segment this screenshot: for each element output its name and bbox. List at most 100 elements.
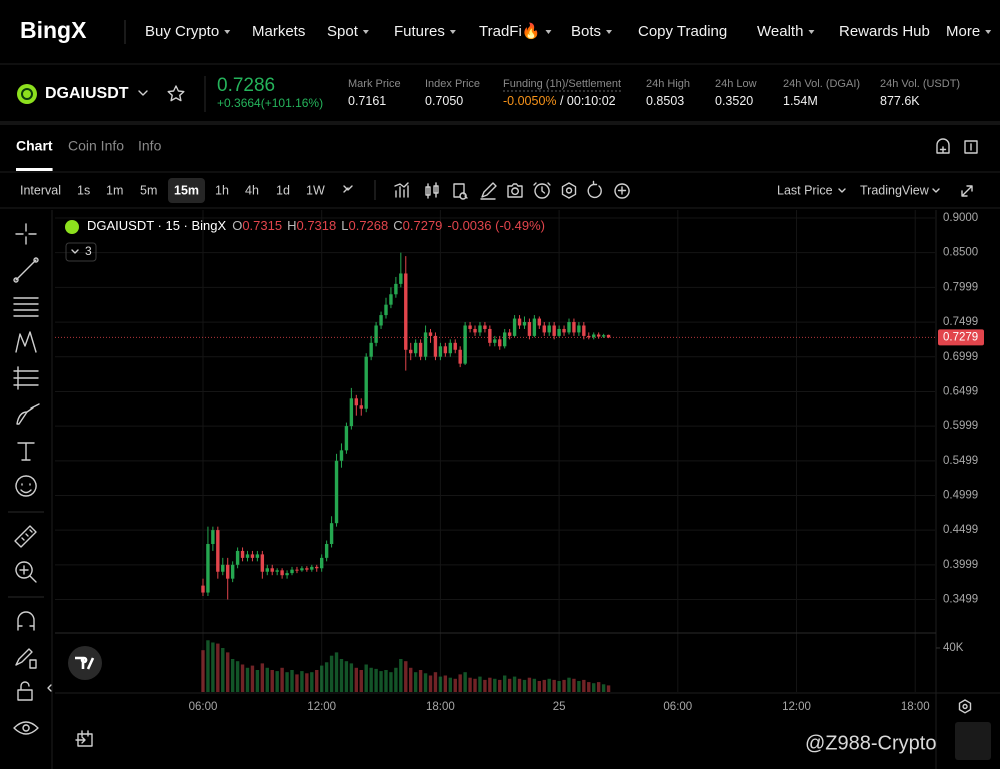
nav-item[interactable]: Buy Crypto — [145, 23, 219, 40]
tool-trendline-end — [13, 277, 19, 283]
nav-item[interactable]: Bots — [571, 23, 601, 40]
symbol[interactable]: DGAIUSDT — [45, 85, 129, 102]
candle-body — [260, 554, 265, 572]
candle-body — [235, 550, 240, 565]
volume-bar — [507, 678, 512, 692]
fullscreen-icon[interactable] — [961, 185, 973, 197]
tab[interactable]: Chart — [16, 138, 53, 154]
volume-bar — [270, 669, 274, 692]
settings-icon[interactable] — [561, 182, 577, 199]
volume-bar — [290, 669, 294, 692]
alarm-icon[interactable] — [533, 182, 551, 199]
tool-visibility[interactable] — [13, 721, 39, 735]
interval[interactable]: 1m — [106, 183, 123, 197]
interval[interactable]: 15m — [174, 183, 199, 197]
volume-bar — [374, 668, 378, 692]
ohlc-value: 0.7279 — [403, 218, 443, 233]
stat-value: 0.7050 — [425, 94, 463, 108]
interval[interactable]: 1d — [276, 183, 290, 197]
volume-bar — [364, 664, 368, 692]
nav-item[interactable]: Spot — [327, 23, 359, 40]
volume-bar — [295, 674, 299, 692]
tool-emoji[interactable] — [15, 475, 37, 497]
draw-icon[interactable] — [480, 182, 497, 200]
goto-date[interactable] — [75, 730, 93, 747]
stat-label: 24h Vol. (DGAI) — [783, 78, 860, 90]
nav-item[interactable]: TradFi🔥 — [479, 22, 540, 40]
interval[interactable]: 4h — [245, 183, 259, 197]
candle-body — [245, 554, 250, 558]
corner-button[interactable] — [955, 722, 991, 760]
candle-body — [226, 564, 230, 579]
add-icon[interactable] — [614, 183, 630, 199]
candle-body — [498, 339, 502, 347]
more-intervals-caret[interactable] — [343, 185, 353, 191]
candle-body — [473, 328, 477, 333]
stat-value: -0.0050% / 00:10:02 — [503, 94, 616, 108]
nav-item[interactable]: Rewards Hub — [839, 23, 930, 40]
indicators-icon[interactable] — [394, 182, 409, 198]
tool-fib[interactable] — [13, 297, 39, 317]
candle-body — [290, 569, 294, 574]
collapse-tools[interactable] — [47, 684, 52, 692]
candle-body — [542, 325, 546, 333]
candle-body — [478, 325, 482, 333]
nav-item[interactable]: Futures — [394, 23, 445, 40]
alert-icon[interactable] — [936, 138, 950, 154]
tool-pattern[interactable] — [15, 331, 37, 353]
indicator-toggle[interactable] — [65, 242, 97, 262]
tool-lock-drawing[interactable] — [15, 648, 37, 669]
nav-item[interactable]: Wealth — [757, 23, 803, 40]
tool-text[interactable] — [17, 442, 35, 461]
interval[interactable]: 5m — [140, 183, 157, 197]
y-tick-label: 0.3499 — [943, 594, 978, 606]
price-source[interactable]: Last Price — [777, 183, 833, 197]
snapshot-icon[interactable] — [507, 183, 523, 198]
logo[interactable]: BingX — [20, 17, 87, 43]
chart-view[interactable]: TradingView — [860, 183, 930, 197]
y-tick-label: 0.5499 — [943, 455, 978, 467]
volume-bar — [285, 672, 289, 692]
tool-magnet[interactable] — [17, 611, 35, 631]
interval[interactable]: 1s — [77, 183, 90, 197]
nav-caret — [545, 30, 552, 34]
tool-brush[interactable] — [16, 403, 40, 425]
drawing-tools — [8, 223, 93, 747]
tool-measure[interactable] — [14, 525, 37, 548]
volume-bar — [438, 676, 443, 692]
tab[interactable]: Info — [138, 138, 162, 154]
axis-settings[interactable] — [958, 699, 972, 714]
tool-trendline[interactable] — [15, 259, 37, 281]
ohlc-label: C — [393, 218, 402, 233]
nav-item[interactable]: Markets — [252, 23, 305, 40]
stat-extra: / 00:10:02 — [557, 94, 616, 108]
last-price: 0.7286 — [217, 75, 275, 96]
grid — [55, 210, 935, 692]
volume-bar — [319, 665, 324, 692]
price-source-caret[interactable] — [838, 188, 846, 193]
undo-icon[interactable] — [587, 180, 602, 199]
stat-value-text: 877.6K — [880, 94, 920, 108]
tab[interactable]: Coin Info — [68, 138, 124, 154]
volume-bar — [349, 663, 354, 692]
view-caret[interactable] — [932, 188, 940, 193]
volume-bar — [448, 677, 452, 692]
tool-zoom[interactable] — [15, 561, 37, 583]
interval[interactable]: 1W — [306, 183, 325, 197]
volume-bar — [310, 672, 314, 692]
symbol-chevron[interactable] — [138, 90, 148, 96]
tool-crosshair[interactable] — [15, 223, 37, 245]
nav-item[interactable]: More — [946, 23, 980, 40]
x-tick-label: 25 — [553, 701, 566, 713]
volume-bar — [413, 672, 418, 692]
favorite-star[interactable] — [167, 85, 185, 102]
layout-icon[interactable] — [964, 140, 978, 154]
chart-type-icon[interactable] — [425, 182, 439, 199]
tool-lock[interactable] — [17, 681, 33, 701]
nav-item[interactable]: Copy Trading — [638, 23, 727, 40]
volume-bar — [250, 665, 255, 692]
tool-forecast[interactable] — [13, 366, 39, 390]
interval[interactable]: 1h — [215, 183, 229, 197]
template-icon[interactable] — [453, 183, 468, 200]
